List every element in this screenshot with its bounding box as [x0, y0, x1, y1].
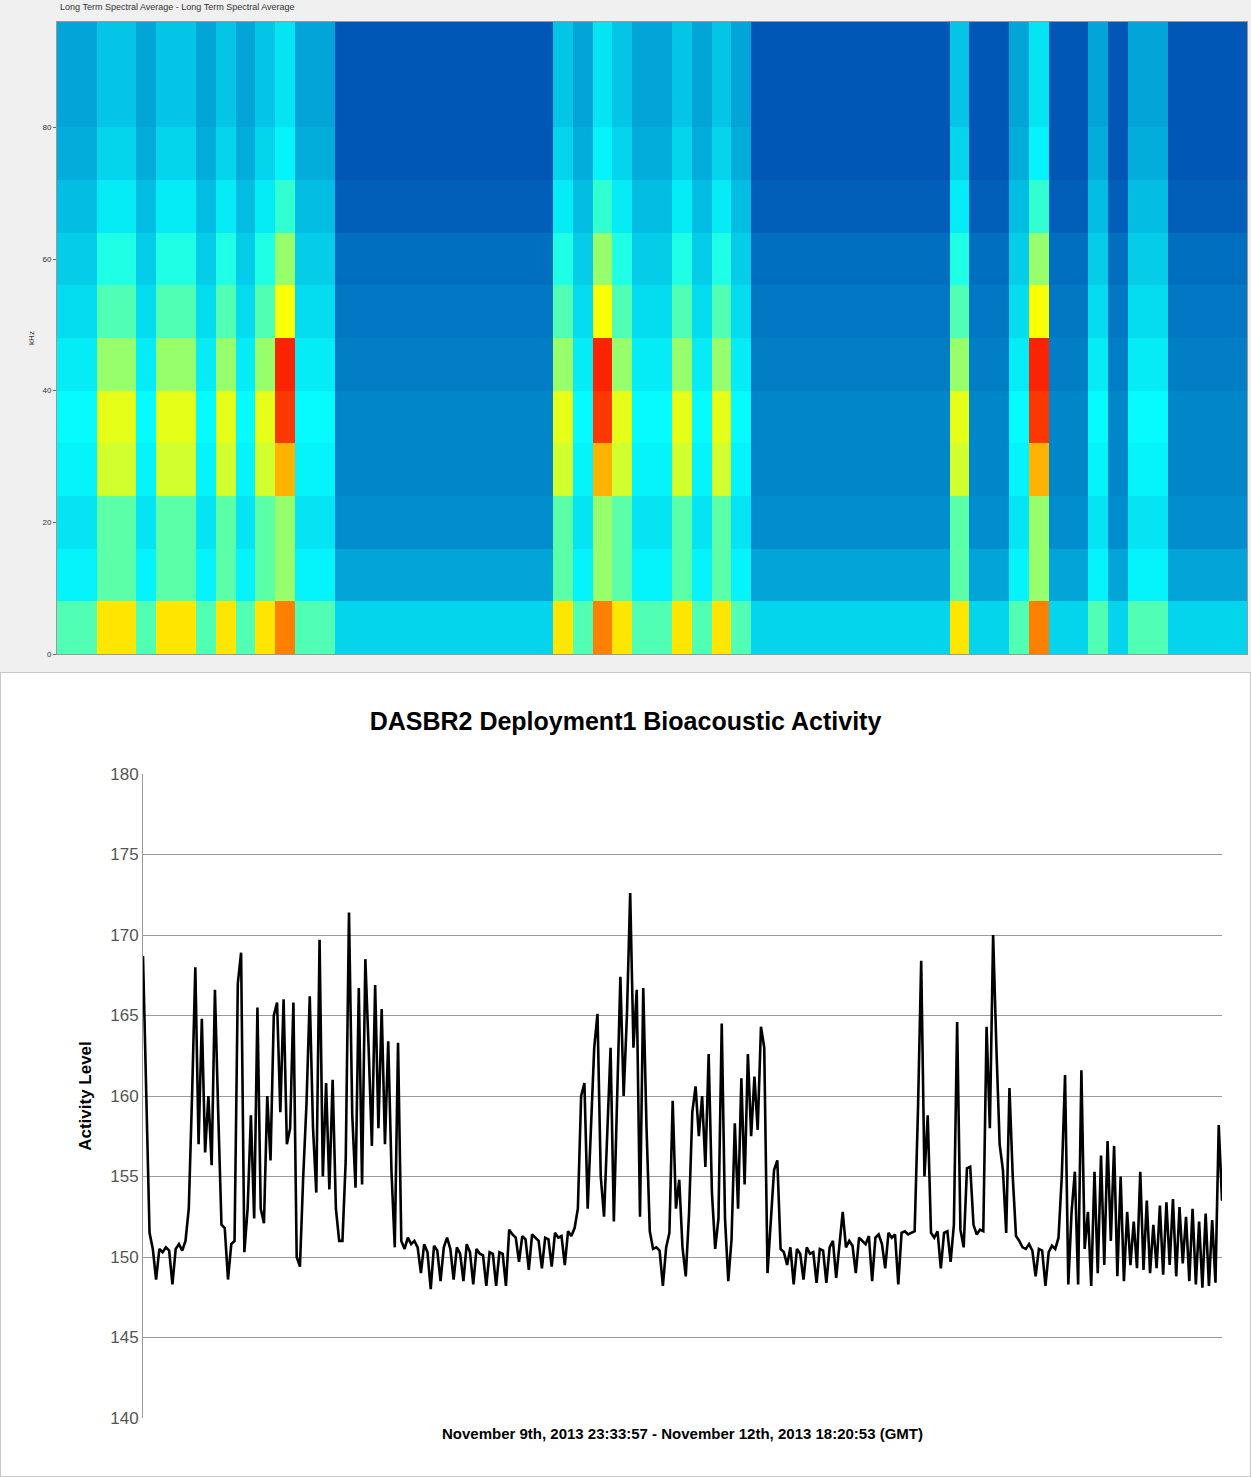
svg-text:180: 180: [110, 765, 138, 784]
svg-text:150: 150: [110, 1248, 138, 1267]
svg-text:0: 0: [47, 650, 52, 659]
svg-text:kHz: kHz: [27, 331, 36, 345]
svg-text:DASBR2 Deployment1 Bioacoustic: DASBR2 Deployment1 Bioacoustic Activity: [370, 707, 882, 735]
svg-text:November 9th, 2013 23:33:57 -: November 9th, 2013 23:33:57 - November 1…: [442, 1425, 923, 1442]
svg-text:Long Term Spectral Average - L: Long Term Spectral Average - Long Term S…: [60, 2, 294, 12]
svg-text:20: 20: [42, 518, 51, 527]
svg-text:165: 165: [110, 1006, 138, 1025]
svg-text:170: 170: [110, 926, 138, 945]
svg-text:160: 160: [110, 1087, 138, 1106]
svg-text:140: 140: [110, 1409, 138, 1428]
svg-text:175: 175: [110, 845, 138, 864]
svg-text:145: 145: [110, 1328, 138, 1347]
svg-text:Activity Level: Activity Level: [76, 1041, 95, 1151]
svg-text:60: 60: [42, 255, 51, 264]
svg-text:155: 155: [110, 1167, 138, 1186]
svg-text:80: 80: [42, 123, 51, 132]
svg-text:40: 40: [42, 386, 51, 395]
